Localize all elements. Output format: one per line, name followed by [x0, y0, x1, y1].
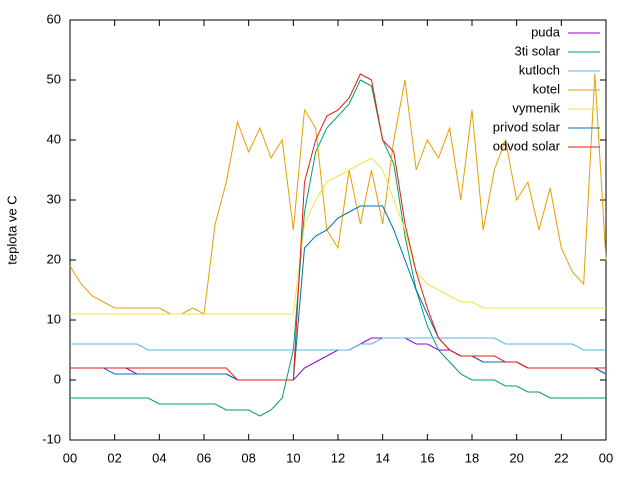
x-tick-label: 16	[420, 450, 434, 465]
series-line	[70, 157, 606, 315]
x-tick-label: 08	[241, 450, 255, 465]
y-axis-label: teplota ve C	[4, 195, 19, 264]
series-line	[70, 205, 607, 381]
legend-label: odvod solar	[493, 138, 561, 153]
y-tick-label: 10	[47, 311, 61, 326]
y-tick-label: 40	[47, 131, 61, 146]
y-tick-label: 0	[54, 371, 61, 386]
x-tick-label: 12	[331, 450, 345, 465]
x-tick-label: 10	[286, 450, 300, 465]
series-line	[70, 337, 606, 351]
x-tick-label: 00	[599, 450, 613, 465]
series-line	[70, 73, 606, 381]
x-tick-label: 06	[197, 450, 211, 465]
y-tick-label: 60	[47, 11, 61, 26]
y-tick-label: 50	[47, 71, 61, 86]
x-tick-label: 22	[554, 450, 568, 465]
series-line	[70, 79, 606, 417]
x-tick-label: 20	[509, 450, 523, 465]
series-line	[69, 73, 607, 315]
plot-frame	[69, 19, 607, 441]
x-tick-label: 18	[465, 450, 479, 465]
y-tick-label: 20	[47, 251, 61, 266]
y-tick-label: -10	[42, 431, 61, 446]
legend-label: vymenik	[512, 100, 560, 115]
legend-label: kotel	[533, 81, 561, 96]
legend-label: privod solar	[493, 119, 561, 134]
y-tick-label: 30	[47, 191, 61, 206]
legend-label: 3ti solar	[514, 43, 560, 58]
x-tick-label: 14	[375, 450, 389, 465]
legend-label: puda	[531, 24, 561, 39]
legend-label: kutloch	[519, 62, 560, 77]
x-tick-label: 02	[107, 450, 121, 465]
x-tick-label: 00	[63, 450, 77, 465]
x-tick-label: 04	[152, 450, 166, 465]
